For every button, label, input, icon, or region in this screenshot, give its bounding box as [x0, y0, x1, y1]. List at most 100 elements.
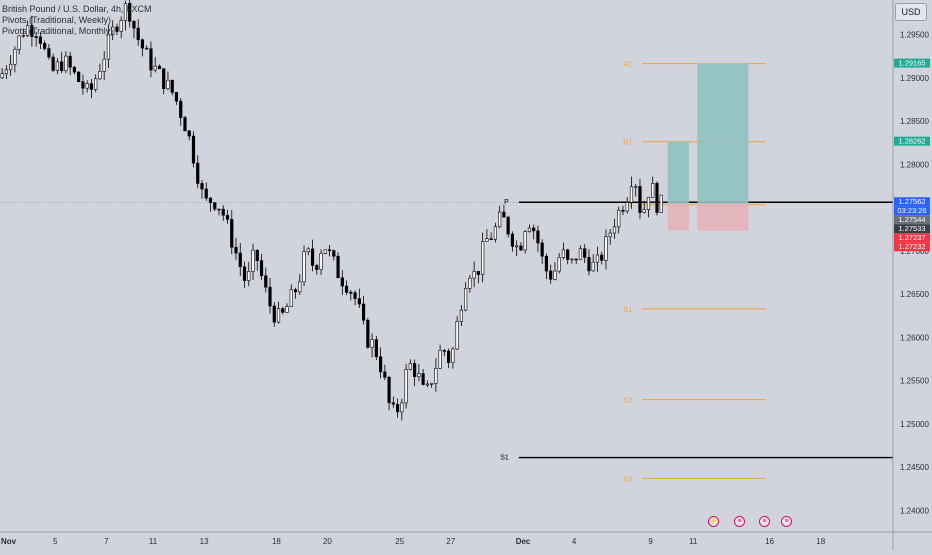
- candle-body: [26, 25, 30, 36]
- price-label-bg: [894, 58, 930, 68]
- candle-body: [357, 298, 361, 305]
- x-tick-label: Dec: [516, 537, 531, 546]
- candle-body: [310, 248, 315, 266]
- us-flag-icon[interactable]: ≡: [734, 516, 745, 527]
- candle-body: [608, 232, 612, 237]
- loss-zone: [697, 203, 749, 231]
- candle-body: [468, 277, 472, 289]
- candle-body: [387, 376, 391, 404]
- candle-body: [383, 371, 387, 378]
- x-tick-label: 16: [765, 537, 774, 546]
- candle-body: [285, 306, 289, 313]
- candle-body: [179, 100, 183, 118]
- y-tick-label: 1.29000: [900, 74, 929, 83]
- candle-body: [570, 258, 574, 261]
- candle-body: [523, 231, 527, 251]
- candle-body: [634, 186, 638, 188]
- candle-body: [493, 226, 498, 240]
- candle-body: [204, 188, 208, 199]
- candle-body: [140, 39, 145, 49]
- candle-body: [242, 266, 247, 281]
- candle-body: [566, 249, 570, 260]
- candle-body: [408, 363, 412, 370]
- price-label: 1.27237: [898, 233, 925, 242]
- indicator-legend: British Pound / U.S. Dollar, 4h, FXCM Pi…: [2, 4, 152, 37]
- price-label: 1.29165: [898, 59, 925, 68]
- candle-body: [43, 43, 47, 49]
- weekly-pivot-label: S2: [624, 398, 633, 405]
- candle-body: [255, 249, 259, 261]
- candle-body: [115, 26, 119, 32]
- us-flag-icon[interactable]: ≡: [781, 516, 792, 527]
- candle-body: [51, 56, 55, 71]
- candle-body: [191, 135, 196, 164]
- candle-body: [425, 383, 429, 386]
- candle-body: [515, 245, 519, 248]
- candle-body: [225, 214, 230, 220]
- candle-body: [145, 47, 149, 50]
- x-tick-label: 5: [53, 537, 58, 546]
- candle-body: [612, 226, 617, 234]
- candle-body: [306, 248, 310, 253]
- candle-body: [600, 254, 604, 261]
- price-label-bg: [894, 215, 930, 225]
- candle-body: [47, 48, 51, 58]
- candle-body: [102, 58, 106, 72]
- candle-body: [119, 20, 123, 32]
- candle-body: [230, 219, 234, 248]
- candle-body: [217, 208, 221, 211]
- y-tick-label: 1.29500: [900, 31, 929, 40]
- weekly-pivot-label: P: [627, 203, 632, 210]
- candle-body: [136, 27, 140, 41]
- y-tick-label: 1.24500: [900, 463, 929, 472]
- candle-body: [472, 271, 476, 279]
- weekly-pivot-label: S1: [624, 307, 633, 314]
- y-tick-label: 1.26500: [900, 290, 929, 299]
- candle-body: [323, 249, 327, 254]
- candle-body: [327, 249, 332, 252]
- price-label: 1.27544: [898, 215, 925, 224]
- candle-body: [553, 270, 557, 280]
- candle-body: [506, 216, 510, 235]
- candle-body: [55, 61, 60, 71]
- candle-body: [68, 55, 72, 68]
- candle-body: [38, 36, 42, 44]
- candle-body: [438, 350, 442, 369]
- us-flag-icon[interactable]: ≡: [759, 516, 770, 527]
- candle-body: [251, 249, 255, 272]
- candle-body: [123, 3, 128, 21]
- candle-body: [604, 236, 608, 261]
- candle-body: [17, 35, 21, 50]
- candle-body: [336, 255, 340, 279]
- currency-button[interactable]: USD: [895, 3, 927, 21]
- candle-body: [421, 373, 425, 385]
- candle-body: [498, 211, 502, 228]
- candle-body: [370, 339, 374, 348]
- candle-body: [651, 182, 655, 198]
- candle-body: [540, 242, 544, 257]
- y-tick-label: 1.25000: [900, 420, 929, 429]
- price-label-bg: [894, 224, 930, 234]
- x-tick-label: 7: [104, 537, 109, 546]
- candle-body: [455, 321, 459, 350]
- candle-body: [574, 258, 578, 261]
- candle-body: [208, 197, 213, 204]
- candle-body: [94, 78, 98, 90]
- candle-body: [221, 208, 225, 216]
- indicator-weekly-pivots[interactable]: Pivots (Traditional, Weekly): [2, 15, 112, 25]
- y-tick-label: 1.24000: [900, 506, 929, 515]
- candle-body: [340, 277, 344, 287]
- candle-body: [557, 257, 561, 272]
- price-label: 1.27533: [898, 224, 925, 233]
- candle-body: [510, 233, 515, 247]
- symbol-title[interactable]: British Pound / U.S. Dollar, 4h, FXCM: [2, 4, 152, 14]
- candle-body: [361, 303, 366, 321]
- candle-body: [625, 202, 629, 212]
- candle-body: [153, 65, 157, 71]
- indicator-monthly-pivots[interactable]: Pivots (Traditional, Monthly): [2, 26, 114, 36]
- lightning-icon[interactable]: ⚡: [708, 516, 719, 527]
- candle-body: [77, 71, 81, 82]
- candle-body: [238, 252, 242, 268]
- candle-body: [464, 288, 468, 311]
